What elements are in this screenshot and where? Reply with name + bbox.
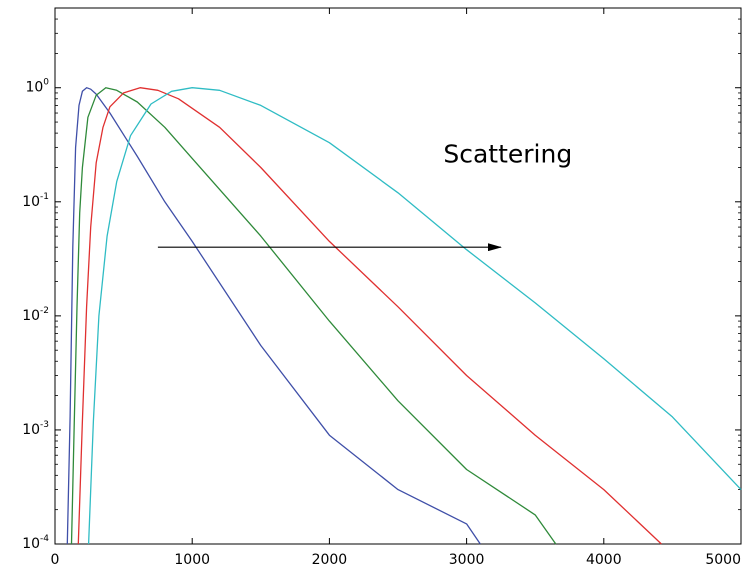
x-tick-label: 3000 — [449, 552, 485, 568]
x-axis-ticks: 0 1000 2000 3000 4000 5000 — [51, 8, 742, 568]
x-tick-label: 2000 — [312, 552, 348, 568]
y-tick-label: 10-1 — [22, 192, 49, 210]
y-tick-label: 10-2 — [22, 306, 49, 324]
annotation-layer: Scattering — [157, 140, 572, 252]
x-tick-label: 4000 — [586, 552, 622, 568]
series-line-1 — [66, 87, 481, 545]
y-tick-label: 10-4 — [22, 534, 49, 552]
y-tick-label: 10-3 — [22, 420, 49, 438]
series-layer — [66, 87, 742, 545]
x-tick-label: 0 — [51, 552, 60, 568]
y-tick-label: 100 — [25, 78, 49, 96]
series-line-2 — [70, 87, 557, 545]
x-tick-label: 1000 — [174, 552, 210, 568]
y-axis-ticks: 10-4 10-3 10-2 10-1 100 — [22, 7, 741, 552]
series-line-3 — [77, 87, 662, 545]
plot-frame — [54, 7, 742, 545]
scattering-label: Scattering — [443, 140, 572, 169]
series-line-4 — [87, 87, 742, 545]
x-tick-label: 5000 — [705, 552, 741, 568]
